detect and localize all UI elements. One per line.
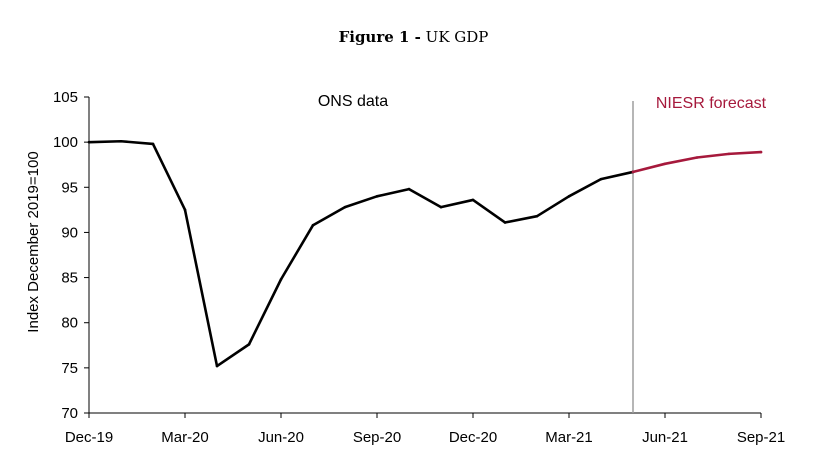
- y-tick-label: 90: [61, 224, 78, 241]
- data-point-ons-data: [503, 221, 507, 224]
- x-tick-label: Jun-20: [258, 429, 304, 446]
- data-point-niesr-forecast: [663, 162, 667, 166]
- data-point-ons-data: [183, 208, 187, 212]
- data-point-ons-data: [567, 195, 571, 198]
- x-tick-label: Dec-20: [449, 429, 497, 446]
- y-tick-label: 105: [53, 89, 78, 106]
- data-point-ons-data: [119, 139, 123, 143]
- y-tick-label: 70: [61, 405, 78, 422]
- y-tick-label: 100: [53, 134, 78, 151]
- y-tick-label: 80: [61, 315, 78, 332]
- x-axis-ticks: Dec-19 Mar-20 Jun-20 Sep-20 Dec-20 Mar-21 Jun-…: [65, 413, 785, 446]
- x-tick-label: Sep-20: [353, 429, 401, 446]
- data-point-ons-data: [535, 214, 539, 218]
- series-group: [87, 139, 763, 368]
- x-tick-label: Jun-21: [642, 429, 688, 446]
- chart-title: Figure 1 - UK GDP: [0, 28, 827, 46]
- data-point-ons-data: [87, 140, 91, 144]
- data-point-ons-data: [311, 223, 315, 227]
- data-point-ons-data: [407, 187, 411, 191]
- data-point-ons-data: [375, 195, 379, 198]
- data-point-ons-data: [215, 364, 219, 368]
- data-point-ons-data: [151, 142, 155, 146]
- ons-data-annotation: ONS data: [318, 93, 388, 110]
- niesr-forecast-annotation: NIESR forecast: [656, 95, 767, 112]
- data-point-niesr-forecast: [631, 170, 635, 174]
- data-point-ons-data: [439, 205, 443, 209]
- y-tick-label: 95: [61, 179, 78, 196]
- data-point-niesr-forecast: [727, 152, 731, 156]
- y-axis-ticks: 70 75 80 85 90 95 100 105: [53, 89, 89, 422]
- series-line-ons-data: [87, 139, 635, 368]
- series-line-niesr-forecast: [631, 150, 763, 174]
- data-point-ons-data: [279, 278, 283, 281]
- data-point-ons-data: [471, 198, 475, 202]
- x-tick-label: Mar-21: [545, 429, 593, 446]
- data-point-ons-data: [343, 205, 347, 209]
- data-point-ons-data: [247, 343, 251, 346]
- data-point-niesr-forecast: [695, 156, 699, 159]
- figure-name: UK GDP: [425, 28, 489, 46]
- data-point-niesr-forecast: [759, 150, 763, 154]
- y-tick-label: 75: [61, 360, 78, 377]
- y-axis-label: Index December 2019=100: [25, 151, 42, 332]
- figure-number: Figure 1 -: [338, 28, 421, 46]
- y-tick-label: 85: [61, 270, 78, 287]
- data-point-ons-data: [599, 177, 603, 181]
- x-tick-label: Sep-21: [737, 429, 785, 446]
- x-tick-label: Dec-19: [65, 429, 113, 446]
- x-tick-label: Mar-20: [161, 429, 209, 446]
